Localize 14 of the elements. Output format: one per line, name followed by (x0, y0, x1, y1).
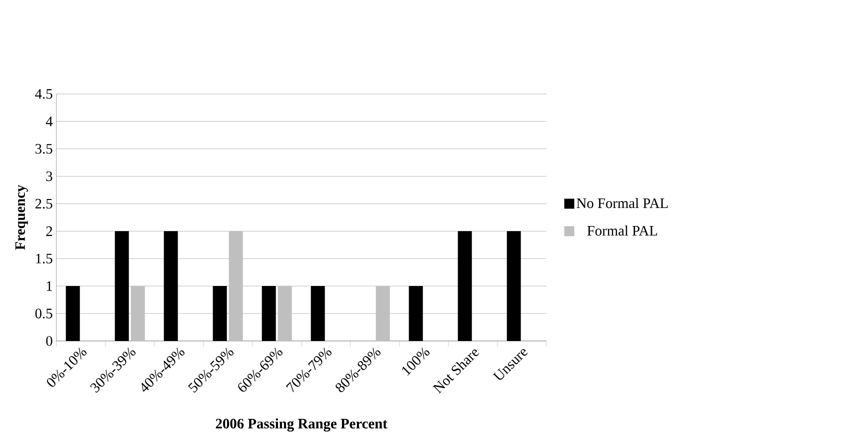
y-tick-label: 0 (46, 336, 52, 346)
y-tick-label: 4 (46, 116, 53, 126)
y-tick-label: 0.5 (35, 308, 52, 318)
x-axis-title: 2006 Passing Range Percent (216, 418, 388, 432)
y-axis-title: Frequency (15, 184, 28, 250)
y-tick-label: 2.5 (35, 198, 52, 209)
y-tick-label: 4.5 (35, 89, 52, 99)
y-tick-label: 2 (46, 226, 52, 236)
y-tick-label: 1 (46, 281, 52, 291)
y-tick-label: 3.5 (36, 144, 52, 154)
legend-label: No Formal PAL (576, 198, 668, 208)
y-tick-label: 1.5 (36, 254, 52, 264)
y-tick-label: 3 (46, 171, 52, 182)
legend-label: Formal PAL (587, 225, 658, 236)
